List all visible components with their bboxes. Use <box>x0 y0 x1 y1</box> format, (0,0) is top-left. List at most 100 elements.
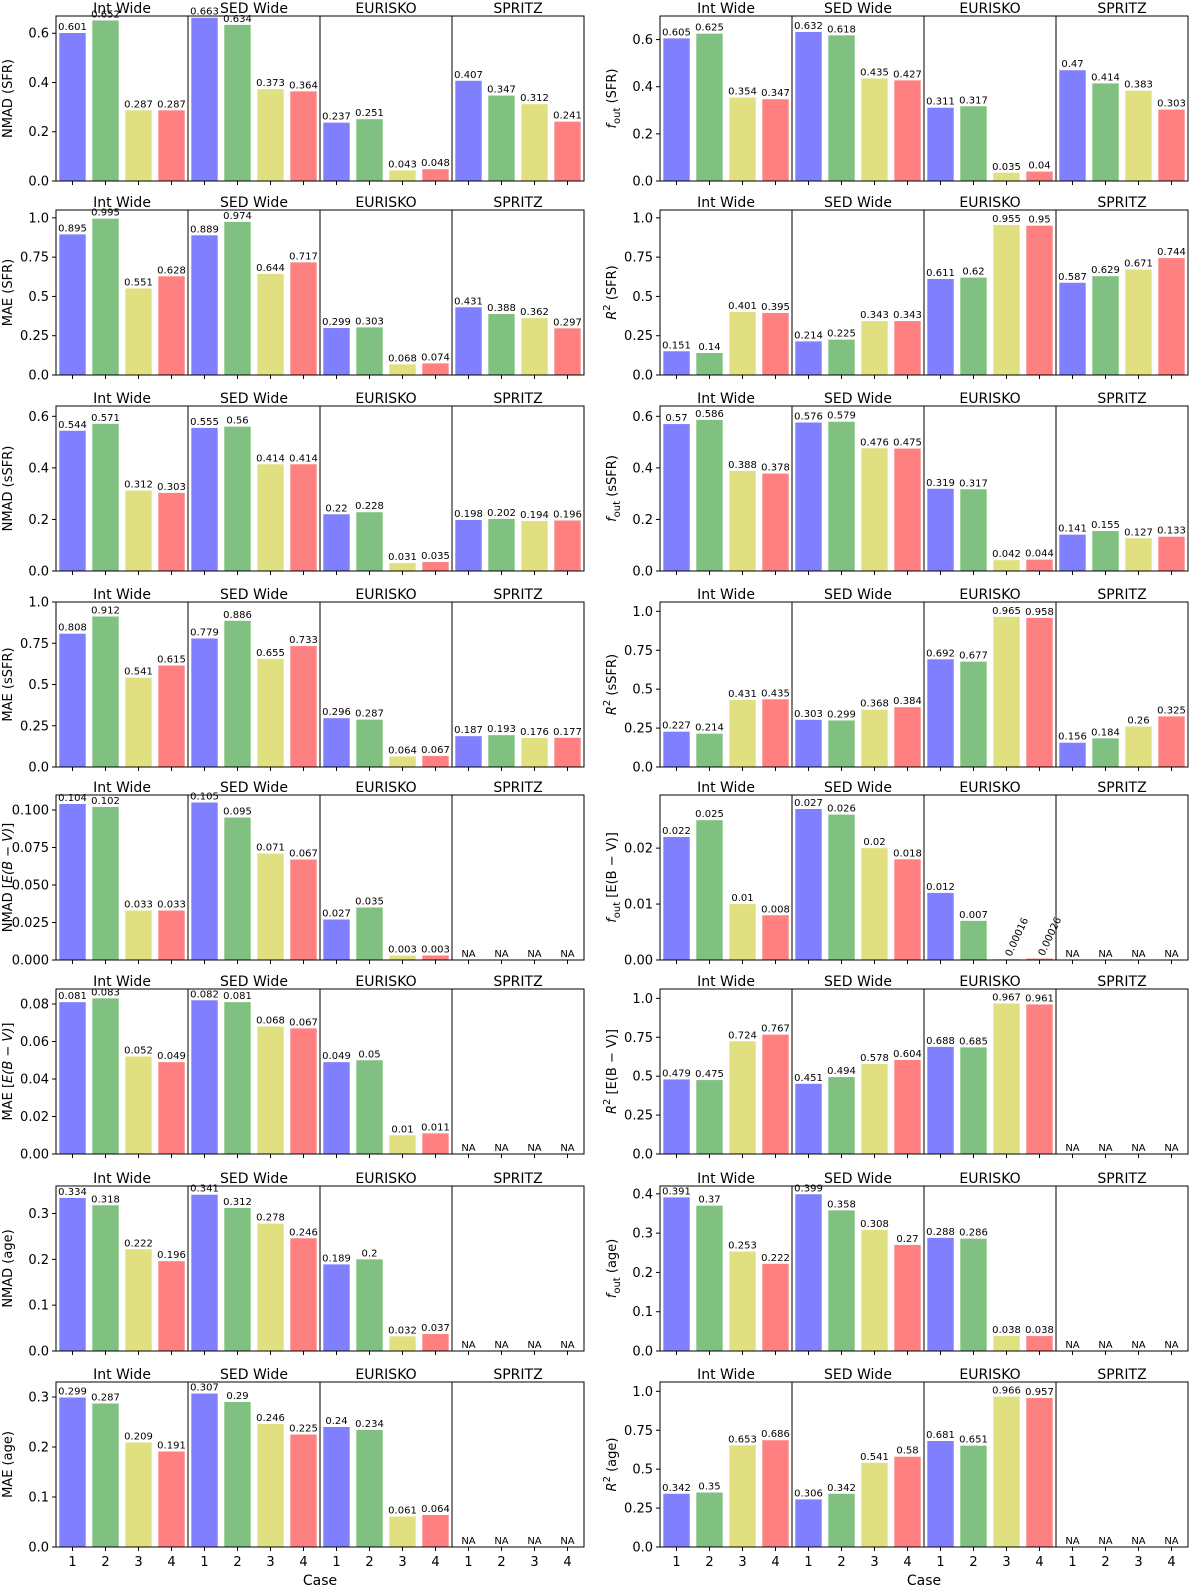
group-title: SED Wide <box>220 1367 288 1383</box>
x-tick-label: 4 <box>431 1555 439 1570</box>
group-title: Int Wide <box>93 587 151 603</box>
subplot-fout-age: 0.391 0.37 0.253 0.222 Int Wide 0.399 0.358 0.3… <box>605 1171 1189 1360</box>
x-tick-label: 2 <box>497 1555 505 1570</box>
bar-case-3 <box>125 1442 152 1547</box>
bar-case-2 <box>488 518 515 571</box>
value-label: 0.475 <box>695 1069 724 1080</box>
bar-case-3 <box>729 311 756 375</box>
value-label: 0.184 <box>1091 727 1120 738</box>
bar-case-3 <box>993 1003 1020 1154</box>
na-label: NA <box>1131 949 1145 960</box>
group-title: Int Wide <box>697 1171 755 1187</box>
value-label: 0.334 <box>58 1187 87 1198</box>
subplot-mae-age: 0.299 0.287 0.209 0.191 Int Wide 0.307 0.29 0.2… <box>1 1367 585 1570</box>
value-label: 0.692 <box>926 648 955 659</box>
bar-case-2 <box>92 20 119 182</box>
bar-case-2 <box>960 106 987 181</box>
bar-case-4 <box>422 955 449 960</box>
value-label: 0.141 <box>1058 524 1087 535</box>
bar-case-3 <box>521 318 548 375</box>
value-label: 0.966 <box>992 1386 1021 1397</box>
y-tick-label: 0.0 <box>632 1148 653 1163</box>
group-title: SED Wide <box>220 974 288 990</box>
y-tick-label: 0.6 <box>28 410 49 425</box>
na-label: NA <box>560 1340 574 1351</box>
bar-case-2 <box>696 33 723 181</box>
na-label: NA <box>1065 1536 1079 1547</box>
na-label: NA <box>1065 1143 1079 1154</box>
group-title: SPRITZ <box>1097 391 1146 407</box>
group-title: Int Wide <box>93 1367 151 1383</box>
x-tick-label: 3 <box>530 1555 538 1570</box>
bar-case-2 <box>696 1080 723 1154</box>
value-label: 0.05 <box>358 1049 380 1060</box>
value-label: 0.049 <box>157 1051 186 1062</box>
x-tick-label: 1 <box>332 1555 340 1570</box>
bar-case-1 <box>663 1197 690 1351</box>
y-tick-label: 0.25 <box>624 329 653 344</box>
bar-case-1 <box>323 328 350 375</box>
bar-case-3 <box>389 756 416 767</box>
y-tick-label: 0.25 <box>20 719 49 734</box>
bar-case-4 <box>158 276 185 375</box>
value-label: 0.688 <box>926 1036 955 1047</box>
x-tick-label: 3 <box>1134 1555 1142 1570</box>
y-tick-label: 0.02 <box>20 1110 49 1125</box>
value-label: 0.081 <box>58 991 87 1002</box>
value-label: 0.225 <box>827 329 856 340</box>
value-label: 0.102 <box>91 796 120 807</box>
value-label: 0.303 <box>1157 99 1186 110</box>
bar-case-4 <box>290 464 317 571</box>
y-axis-label: fout (SFR) <box>605 68 623 128</box>
group-title: SED Wide <box>824 1367 892 1383</box>
y-tick-label: 1.0 <box>28 211 49 226</box>
value-label: 0.104 <box>58 793 87 804</box>
y-tick-label: 0.75 <box>624 1424 653 1439</box>
group-title: SED Wide <box>824 587 892 603</box>
value-label: 0.222 <box>124 1238 153 1249</box>
bar-case-4 <box>1026 171 1053 181</box>
bar-case-4 <box>158 492 185 571</box>
y-axis-label: MAE [E(B − V)] <box>1 1023 16 1121</box>
value-label: 0.082 <box>190 989 219 1000</box>
y-tick-label: 0.5 <box>28 678 49 693</box>
bar-case-4 <box>422 169 449 181</box>
value-label: 0.957 <box>1025 1387 1054 1398</box>
bar-case-1 <box>927 488 954 571</box>
na-label: NA <box>494 1536 508 1547</box>
bar-case-3 <box>125 677 152 767</box>
value-label: 0.068 <box>388 353 417 364</box>
value-label: 0.011 <box>421 1122 450 1133</box>
bar-case-4 <box>290 646 317 767</box>
bar-case-2 <box>828 814 855 960</box>
y-tick-label: 0.0 <box>632 175 653 190</box>
group-title: EURISKO <box>959 1 1020 17</box>
value-label: 0.237 <box>322 112 351 123</box>
group-title: SPRITZ <box>493 1 542 17</box>
value-label: 0.37 <box>698 1195 720 1206</box>
bar-case-4 <box>158 910 185 960</box>
value-label: 0.032 <box>388 1325 417 1336</box>
bar-case-2 <box>356 512 383 571</box>
bar-case-2 <box>696 733 723 767</box>
bar-case-2 <box>1092 276 1119 375</box>
bar-case-4 <box>158 110 185 181</box>
value-label: 0.022 <box>662 826 691 837</box>
group-title: SPRITZ <box>493 195 542 211</box>
bar-case-4 <box>1026 617 1053 767</box>
bar-case-2 <box>356 1060 383 1154</box>
na-label: NA <box>494 1143 508 1154</box>
value-label: 0.287 <box>355 709 384 720</box>
bar-case-3 <box>521 520 548 571</box>
y-tick-label: 0.100 <box>12 804 49 819</box>
bar-case-1 <box>323 1062 350 1154</box>
bar-case-2 <box>828 421 855 571</box>
bar-case-4 <box>1026 1398 1053 1547</box>
value-label: 0.414 <box>256 453 285 464</box>
bar-case-2 <box>828 339 855 375</box>
value-label: 0.625 <box>695 23 724 34</box>
x-tick-label: 4 <box>771 1555 779 1570</box>
group-title: SPRITZ <box>493 391 542 407</box>
bar-case-2 <box>224 817 251 960</box>
bar-case-2 <box>828 1210 855 1351</box>
